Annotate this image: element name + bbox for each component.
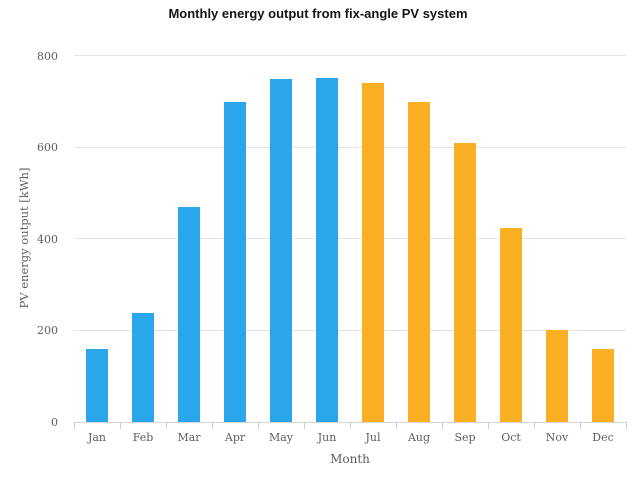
- bar-aug: [408, 101, 430, 422]
- x-axis-tick: [304, 422, 305, 429]
- gridline-600: [74, 146, 626, 148]
- x-axis-tick: [74, 422, 75, 429]
- plot-area: [74, 55, 627, 429]
- x-axis-tick: [350, 422, 351, 429]
- x-tick-label-feb: Feb: [132, 431, 154, 444]
- y-tick-label-400: 400: [37, 232, 58, 246]
- x-axis-tick: [120, 422, 121, 429]
- x-axis-tick: [212, 422, 213, 429]
- gridline-200: [74, 329, 626, 331]
- x-tick-label-sep: Sep: [454, 431, 476, 444]
- x-tick-label-oct: Oct: [501, 431, 521, 444]
- x-axis-tick: [488, 422, 489, 429]
- bar-jul: [362, 83, 384, 422]
- x-tick-label-dec: Dec: [592, 431, 614, 444]
- bar-jun: [316, 77, 338, 422]
- x-axis-tick: [396, 422, 397, 429]
- y-tick-label-800: 800: [37, 49, 58, 63]
- x-axis-tick: [626, 422, 627, 429]
- x-tick-label-mar: Mar: [177, 431, 201, 444]
- x-tick-label-jun: Jun: [317, 431, 337, 444]
- bar-may: [270, 78, 292, 422]
- y-tick-label-0: 0: [51, 415, 58, 429]
- x-axis-tick: [258, 422, 259, 429]
- x-tick-label-apr: Apr: [224, 431, 246, 444]
- gridline-400: [74, 238, 626, 239]
- x-axis-tick: [580, 422, 581, 429]
- x-tick-label-nov: Nov: [545, 431, 569, 444]
- bar-nov: [546, 329, 568, 422]
- x-tick-label-aug: Aug: [407, 431, 431, 444]
- x-axis-tick: [166, 422, 167, 429]
- bar-jan: [86, 348, 108, 422]
- y-tick-label-200: 200: [37, 324, 58, 337]
- x-axis-title: Month: [330, 452, 370, 466]
- chart-title: Monthly energy output from fix-angle PV …: [168, 6, 468, 21]
- bar-oct: [500, 227, 522, 422]
- x-axis-tick: [442, 422, 443, 429]
- bar-sep: [454, 142, 476, 422]
- x-tick-label-jan: Jan: [87, 431, 107, 444]
- gridline-800: [74, 55, 626, 56]
- bar-feb: [132, 313, 154, 422]
- x-tick-label-jul: Jul: [365, 431, 381, 444]
- x-tick-label-may: May: [268, 431, 294, 444]
- bar-mar: [178, 206, 200, 422]
- y-tick-label-600: 600: [37, 141, 58, 154]
- bar-apr: [224, 101, 246, 422]
- bar-dec: [592, 348, 614, 422]
- x-axis-tick: [534, 422, 535, 429]
